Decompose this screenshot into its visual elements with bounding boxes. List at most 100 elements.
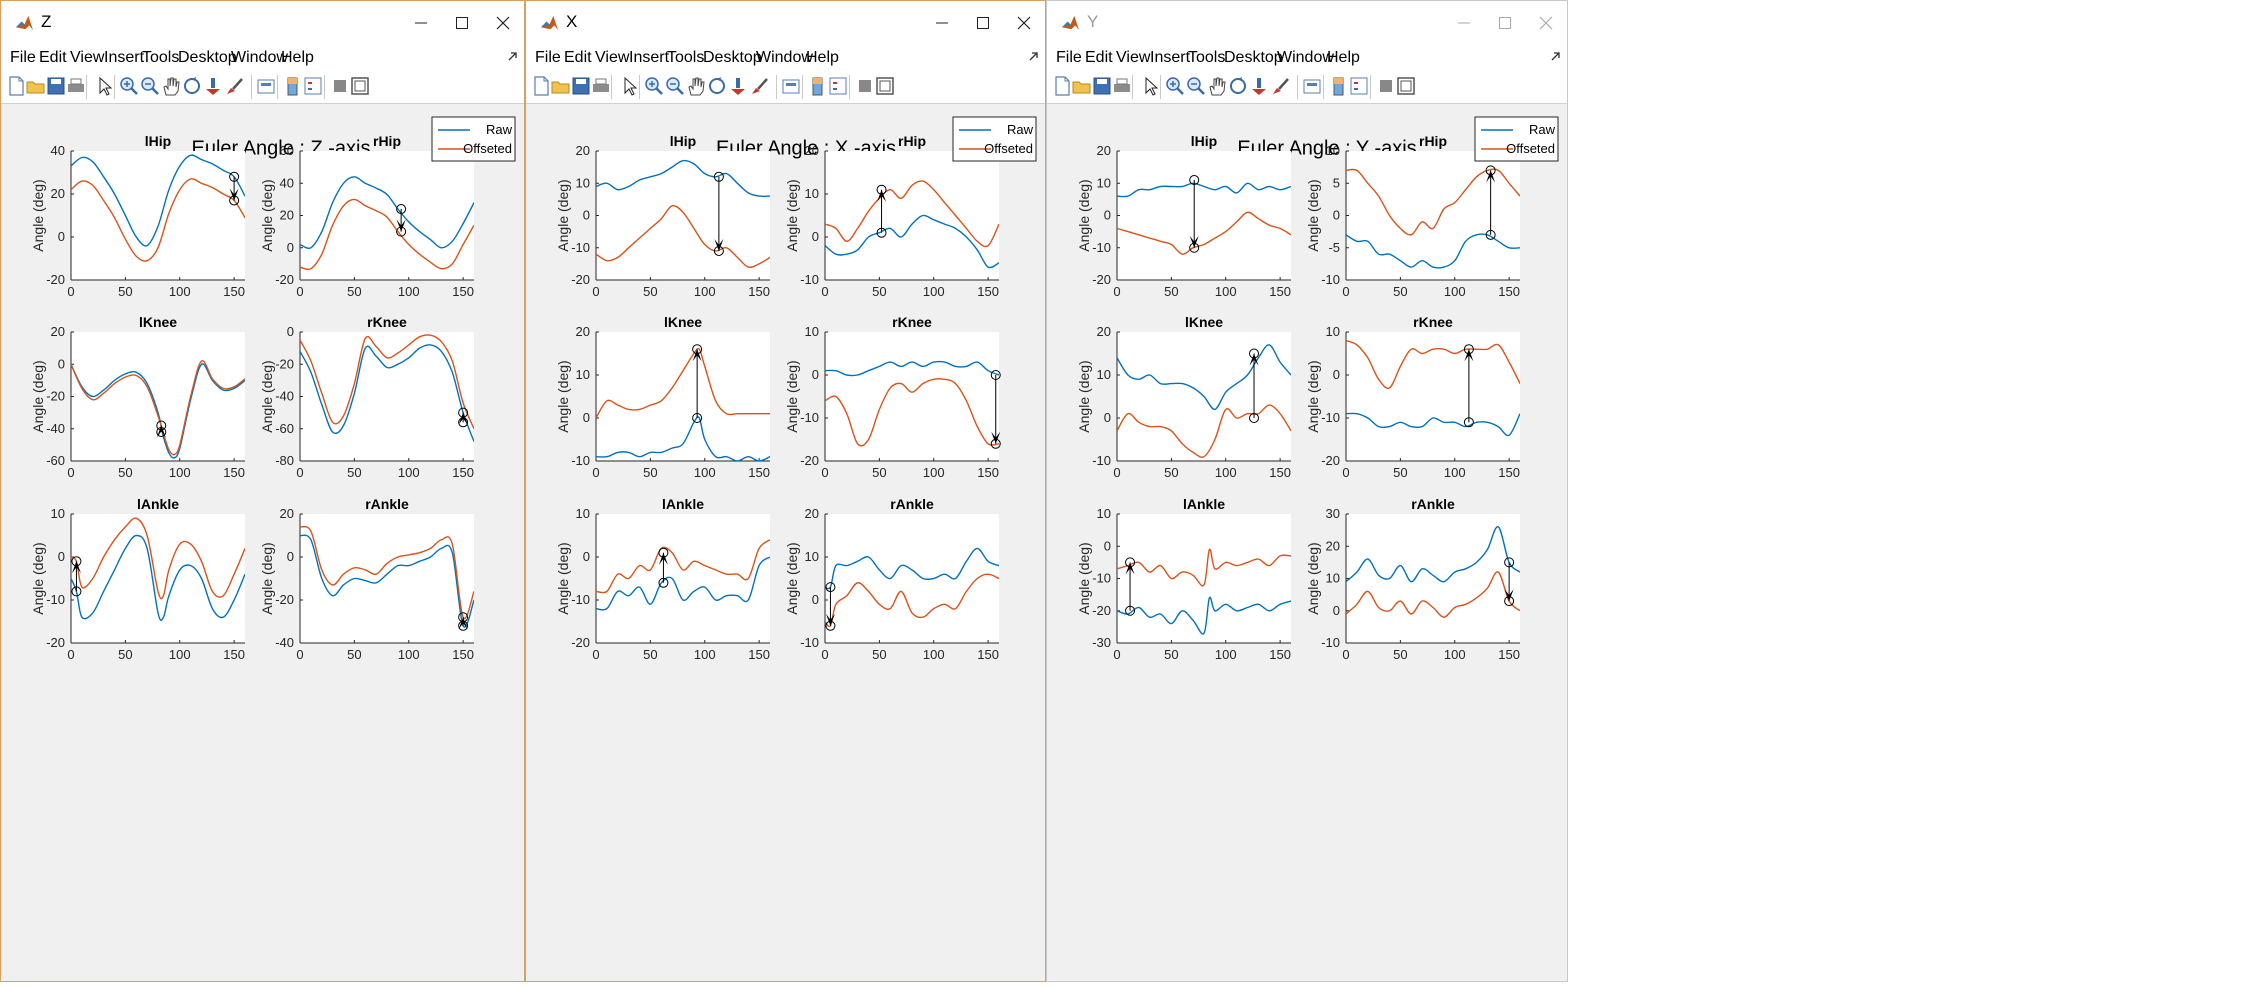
maximize-icon[interactable] bbox=[961, 7, 1007, 39]
pan-icon[interactable] bbox=[160, 75, 182, 97]
new-figure-icon[interactable] bbox=[1051, 75, 1073, 97]
link-plot-icon[interactable] bbox=[780, 75, 802, 97]
brush-icon[interactable] bbox=[223, 75, 245, 97]
figure-window-x[interactable]: X File Edit View Insert Tools Desktop Window Hel… bbox=[525, 0, 1046, 982]
edit-plot-icon[interactable] bbox=[618, 75, 640, 97]
rotate-3d-icon[interactable] bbox=[181, 75, 203, 97]
menu-window[interactable]: Window bbox=[1277, 49, 1334, 66]
legend-icon[interactable] bbox=[1348, 75, 1370, 97]
hide-tools-icon[interactable] bbox=[854, 75, 876, 97]
menu-edit[interactable]: Edit bbox=[39, 49, 67, 66]
dock-figure-icon[interactable] bbox=[1395, 75, 1417, 97]
legend[interactable]: Raw Offseted bbox=[1474, 116, 1559, 162]
dock-arrow-icon[interactable] bbox=[1549, 50, 1563, 64]
close-icon[interactable] bbox=[1002, 7, 1046, 39]
maximize-icon[interactable] bbox=[1483, 7, 1529, 39]
new-figure-icon[interactable] bbox=[530, 75, 552, 97]
menu-help[interactable]: Help bbox=[806, 49, 839, 66]
menu-window[interactable]: Window bbox=[231, 49, 288, 66]
maximize-icon[interactable] bbox=[440, 7, 486, 39]
open-file-icon[interactable] bbox=[1071, 75, 1093, 97]
subplot-rankle[interactable]: 0 50 100 150 -40 -20 0 20 rAnkle Angle (deg) bbox=[259, 496, 474, 662]
minimize-icon[interactable] bbox=[920, 7, 966, 39]
menu-insert[interactable]: Insert bbox=[1150, 49, 1191, 66]
menu-window[interactable]: Window bbox=[756, 49, 813, 66]
title-bar[interactable]: X bbox=[526, 1, 1045, 45]
menu-file[interactable]: File bbox=[535, 49, 561, 66]
open-file-icon[interactable] bbox=[550, 75, 572, 97]
subplot-rknee[interactable]: 0 50 100 150 -20 -10 0 10 rKnee Angle (deg) bbox=[784, 314, 1001, 480]
figure-canvas[interactable]: Euler Angle : Y -axis 0 50 100 150 -20 -10 0 10 2… bbox=[1047, 104, 1567, 981]
figure-canvas[interactable]: Euler Angle : X -axis 0 50 100 150 -20 -10 0 10 2… bbox=[526, 104, 1045, 981]
minimize-icon[interactable] bbox=[399, 7, 445, 39]
zoom-in-icon[interactable] bbox=[643, 75, 665, 97]
subplot-rhip[interactable]: 0 50 100 150 -10 -5 0 5 10 rHip Angle (deg) bbox=[1305, 133, 1520, 299]
colorbar-icon[interactable] bbox=[282, 75, 304, 97]
legend[interactable]: Raw Offseted bbox=[431, 116, 516, 162]
menu-tools[interactable]: Tools bbox=[1188, 49, 1226, 66]
menu-desktop[interactable]: Desktop bbox=[178, 49, 237, 66]
menu-edit[interactable]: Edit bbox=[564, 49, 592, 66]
zoom-out-icon[interactable] bbox=[664, 75, 686, 97]
zoom-out-icon[interactable] bbox=[139, 75, 161, 97]
menu-help[interactable]: Help bbox=[1327, 49, 1360, 66]
edit-plot-icon[interactable] bbox=[1139, 75, 1161, 97]
zoom-in-icon[interactable] bbox=[1164, 75, 1186, 97]
legend-icon[interactable] bbox=[827, 75, 849, 97]
subplot-lknee[interactable]: 0 50 100 150 -60 -40 -20 0 20 lKnee Angle (deg) bbox=[30, 314, 245, 480]
hide-tools-icon[interactable] bbox=[1375, 75, 1397, 97]
save-icon[interactable] bbox=[45, 75, 67, 97]
edit-plot-icon[interactable] bbox=[93, 75, 115, 97]
menu-view[interactable]: View bbox=[70, 49, 105, 66]
menu-help[interactable]: Help bbox=[281, 49, 314, 66]
figure-canvas[interactable]: Euler Angle : Z -axis 0 50 100 150 -20 0 20 40 lH… bbox=[1, 104, 524, 981]
rotate-3d-icon[interactable] bbox=[1227, 75, 1249, 97]
menu-insert[interactable]: Insert bbox=[104, 49, 145, 66]
subplot-lankle[interactable]: 0 50 100 150 -20 -10 0 10 lAnkle Angle (deg) bbox=[30, 496, 245, 662]
hide-tools-icon[interactable] bbox=[329, 75, 351, 97]
subplot-lankle[interactable]: 0 50 100 150 -30 -20 -10 0 10 lAnkle Angle (deg) bbox=[1076, 496, 1291, 662]
subplot-lankle[interactable]: 0 50 100 150 -20 -10 0 10 lAnkle Angle (deg) bbox=[555, 496, 770, 662]
minimize-icon[interactable] bbox=[1442, 7, 1488, 39]
data-cursor-icon[interactable] bbox=[727, 75, 749, 97]
menu-view[interactable]: View bbox=[1116, 49, 1151, 66]
legend-icon[interactable] bbox=[302, 75, 324, 97]
save-icon[interactable] bbox=[570, 75, 592, 97]
menu-edit[interactable]: Edit bbox=[1085, 49, 1113, 66]
menu-view[interactable]: View bbox=[595, 49, 630, 66]
close-icon[interactable] bbox=[1524, 7, 1568, 39]
brush-icon[interactable] bbox=[1269, 75, 1291, 97]
save-icon[interactable] bbox=[1091, 75, 1113, 97]
menu-desktop[interactable]: Desktop bbox=[1224, 49, 1283, 66]
subplot-rknee[interactable]: 0 50 100 150 -80 -60 -40 -20 0 rKnee Angle (deg) bbox=[259, 314, 474, 480]
subplot-lhip[interactable]: 0 50 100 150 -20 -10 0 10 20 lHip Angle (deg) bbox=[1076, 133, 1291, 299]
menu-file[interactable]: File bbox=[1056, 49, 1082, 66]
dock-arrow-icon[interactable] bbox=[1027, 50, 1041, 64]
subplot-lhip[interactable]: 0 50 100 150 -20 -10 0 10 20 lHip Angle (deg) bbox=[555, 133, 770, 299]
pan-icon[interactable] bbox=[685, 75, 707, 97]
legend[interactable]: Raw Offseted bbox=[952, 116, 1037, 162]
close-icon[interactable] bbox=[481, 7, 525, 39]
figure-window-y[interactable]: Y File Edit View Insert Tools Desktop Window Hel… bbox=[1046, 0, 1568, 982]
data-cursor-icon[interactable] bbox=[1248, 75, 1270, 97]
subplot-rknee[interactable]: 0 50 100 150 -20 -10 0 10 rKnee Angle (deg) bbox=[1305, 314, 1520, 480]
zoom-in-icon[interactable] bbox=[118, 75, 140, 97]
data-cursor-icon[interactable] bbox=[202, 75, 224, 97]
print-icon[interactable] bbox=[590, 75, 612, 97]
dock-figure-icon[interactable] bbox=[874, 75, 896, 97]
menu-tools[interactable]: Tools bbox=[667, 49, 705, 66]
menu-tools[interactable]: Tools bbox=[142, 49, 180, 66]
new-figure-icon[interactable] bbox=[5, 75, 27, 97]
menu-insert[interactable]: Insert bbox=[629, 49, 670, 66]
open-file-icon[interactable] bbox=[25, 75, 47, 97]
dock-figure-icon[interactable] bbox=[349, 75, 371, 97]
pan-icon[interactable] bbox=[1206, 75, 1228, 97]
colorbar-icon[interactable] bbox=[807, 75, 829, 97]
